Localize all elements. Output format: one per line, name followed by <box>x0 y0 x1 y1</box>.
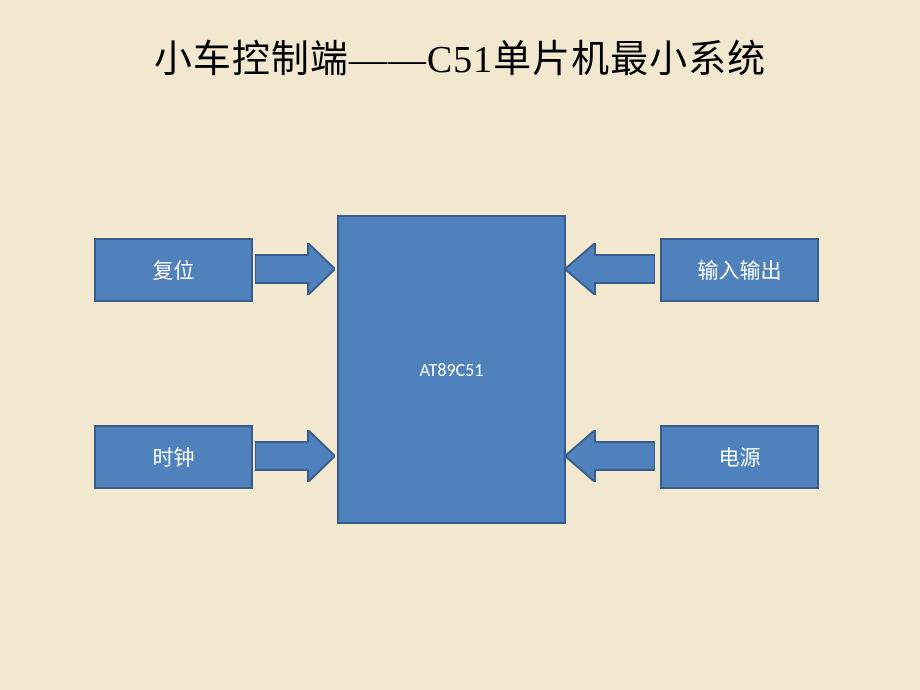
node-reset-label: 复位 <box>153 255 195 285</box>
node-reset: 复位 <box>94 238 253 302</box>
node-io-label: 输入输出 <box>698 255 782 285</box>
arrow-clock-to-center <box>255 430 335 482</box>
center-node-at89c51: AT89C51 <box>337 215 566 524</box>
center-node-label: AT89C51 <box>420 359 484 381</box>
node-clock: 时钟 <box>94 425 253 489</box>
node-io: 输入输出 <box>660 238 819 302</box>
block-diagram: AT89C51 复位 输入输出 时钟 电源 <box>0 0 920 690</box>
node-power-label: 电源 <box>719 442 761 472</box>
node-power: 电源 <box>660 425 819 489</box>
arrow-reset-to-center <box>255 243 335 295</box>
node-clock-label: 时钟 <box>153 442 195 472</box>
arrow-power-to-center <box>565 430 655 482</box>
arrow-io-to-center <box>565 243 655 295</box>
